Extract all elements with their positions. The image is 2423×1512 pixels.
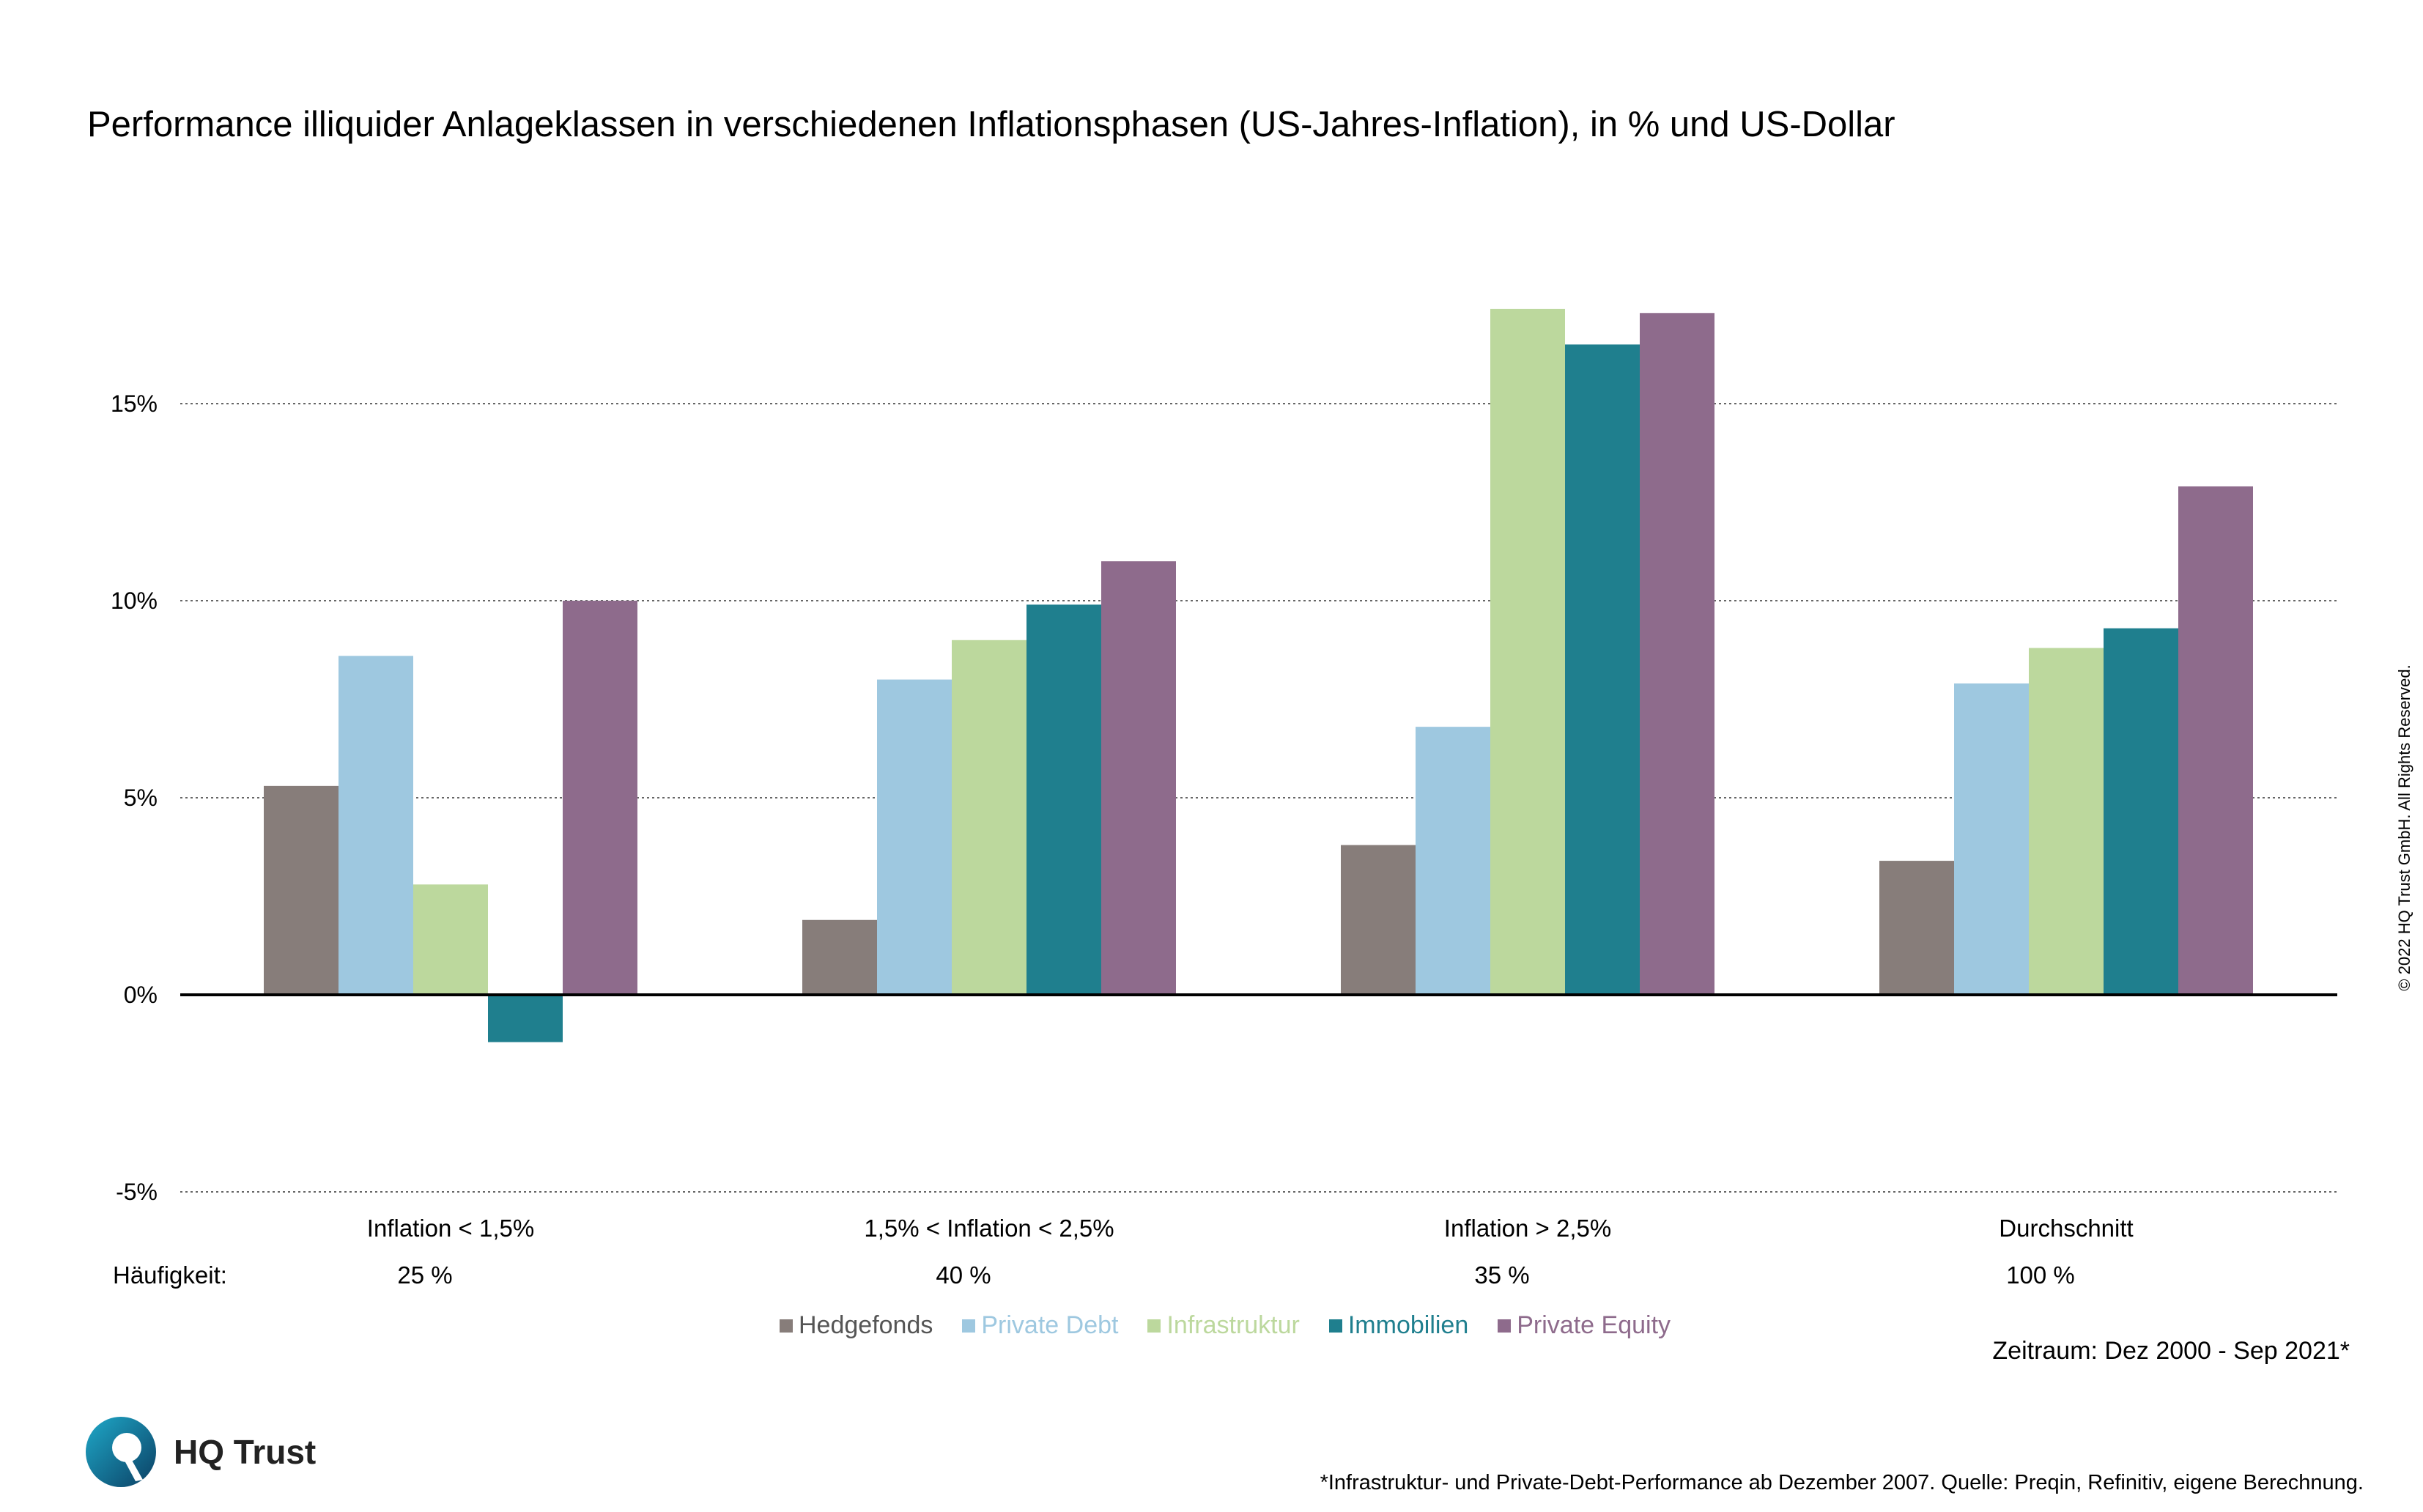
x-tick-label: Durchschnitt: [1999, 1215, 2133, 1242]
frequency-value: 100 %: [2006, 1261, 2075, 1289]
bar-private-equity: [563, 601, 637, 995]
hq-trust-logo: HQ Trust: [84, 1415, 316, 1489]
legend-swatch: [1498, 1319, 1512, 1333]
bar-hedgefonds: [1341, 845, 1416, 995]
bar-infrastruktur: [2029, 648, 2104, 995]
bar-private-equity: [1101, 561, 1176, 995]
legend-item: Infrastruktur: [1147, 1311, 1300, 1340]
legend-item: Private Debt: [962, 1311, 1118, 1340]
bar-immobilien: [1026, 604, 1101, 995]
legend-swatch: [1147, 1319, 1161, 1333]
y-tick-label: -5%: [116, 1179, 158, 1205]
bar-immobilien: [2104, 628, 2178, 995]
hq-trust-logo-icon: [86, 1417, 156, 1487]
logo-text: HQ Trust: [174, 1433, 317, 1471]
y-axis-tick-labels: -5% 0% 5% 10% 15%: [111, 390, 158, 1205]
bar-private-debt: [1416, 727, 1490, 995]
bar-private-equity: [2178, 486, 2253, 995]
legend-label: Immobilien: [1347, 1311, 1469, 1339]
bar-private-debt: [877, 679, 952, 995]
legend-item: Immobilien: [1328, 1311, 1469, 1340]
gridlines: [180, 403, 2337, 1193]
bar-infrastruktur: [952, 640, 1026, 995]
legend-swatch: [962, 1319, 976, 1333]
bar-private-equity: [1640, 313, 1714, 995]
legend: Hedgefonds Private Debt Infrastruktur Immob…: [780, 1311, 1671, 1340]
bars: [264, 308, 2253, 1042]
x-tick-label: 1,5% < Inflation < 2,5%: [864, 1215, 1114, 1242]
bar-hedgefonds: [802, 919, 877, 995]
legend-label: Infrastruktur: [1166, 1311, 1300, 1339]
x-tick-label: Inflation > 2,5%: [1444, 1215, 1611, 1242]
bar-private-debt: [339, 656, 413, 995]
x-tick-label: Inflation < 1,5%: [367, 1215, 534, 1242]
frequency-values: 25 % 40 % 35 % 100 %: [397, 1261, 2074, 1289]
frequency-value: 40 %: [936, 1261, 991, 1289]
legend-item: Hedgefonds: [780, 1311, 933, 1340]
bar-private-debt: [1954, 683, 2029, 995]
period-note: Zeitraum: Dez 2000 - Sep 2021*: [1992, 1337, 2350, 1365]
bar-infrastruktur: [413, 884, 488, 995]
bar-immobilien: [1565, 344, 1640, 995]
bar-infrastruktur: [1490, 308, 1565, 995]
bar-hedgefonds: [1879, 861, 1954, 995]
legend-label: Private Equity: [1517, 1311, 1671, 1339]
legend-swatch: [1328, 1319, 1342, 1333]
copyright-notice: © 2022 HQ Trust GmbH. All Rights Reserve…: [2395, 664, 2413, 991]
legend-swatch: [780, 1319, 793, 1333]
bar-immobilien: [488, 995, 563, 1042]
bar-hedgefonds: [264, 785, 339, 995]
footnote: *Infrastruktur- und Private-Debt-Perform…: [1320, 1471, 2364, 1494]
y-tick-label: 0%: [124, 982, 158, 1008]
frequency-value: 35 %: [1474, 1261, 1529, 1289]
x-axis-tick-labels: Inflation < 1,5% 1,5% < Inflation < 2,5% I…: [367, 1215, 2134, 1242]
legend-label: Hedgefonds: [799, 1311, 933, 1339]
y-tick-label: 10%: [111, 588, 158, 614]
y-tick-label: 15%: [111, 390, 158, 417]
frequency-value: 25 %: [397, 1261, 452, 1289]
legend-label: Private Debt: [981, 1311, 1119, 1339]
frequency-label: Häufigkeit:: [113, 1261, 227, 1289]
legend-item: Private Equity: [1498, 1311, 1671, 1340]
chart-title: Performance illiquider Anlageklassen in …: [87, 105, 1895, 144]
y-tick-label: 5%: [124, 785, 158, 811]
bar-chart: -5% 0% 5% 10% 15% Inflation < 1,5% 1,5% < Inf…: [111, 308, 2337, 1289]
